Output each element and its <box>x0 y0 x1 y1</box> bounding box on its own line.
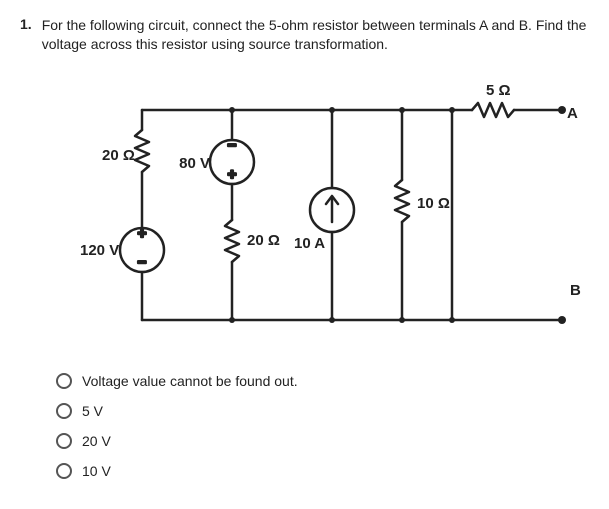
option-2[interactable]: 5 V <box>56 403 589 419</box>
svg-text:+: + <box>228 166 237 183</box>
label-v120: 120 V <box>80 242 119 259</box>
radio-icon <box>56 373 72 389</box>
option-3[interactable]: 20 V <box>56 433 589 449</box>
option-label: 20 V <box>82 433 111 449</box>
question-number: 1. <box>20 16 32 54</box>
question-text: For the following circuit, connect the 5… <box>42 16 589 54</box>
label-r20-mid: 20 Ω <box>247 232 280 249</box>
svg-text:+: + <box>138 225 147 242</box>
radio-icon <box>56 403 72 419</box>
option-label: Voltage value cannot be found out. <box>82 373 298 389</box>
option-label: 10 V <box>82 463 111 479</box>
question: 1. For the following circuit, connect th… <box>20 16 589 54</box>
answer-options: Voltage value cannot be found out. 5 V 2… <box>56 373 589 479</box>
svg-text:−: − <box>228 137 237 154</box>
option-1[interactable]: Voltage value cannot be found out. <box>56 373 589 389</box>
label-r20-left: 20 Ω <box>102 147 135 164</box>
label-terminal-b: B <box>570 282 581 299</box>
option-4[interactable]: 10 V <box>56 463 589 479</box>
label-r5: 5 Ω <box>486 82 511 99</box>
label-terminal-a: A <box>567 105 578 122</box>
radio-icon <box>56 463 72 479</box>
radio-icon <box>56 433 72 449</box>
option-label: 5 V <box>82 403 103 419</box>
label-v80: 80 V <box>179 155 210 172</box>
label-i10: 10 A <box>294 235 325 252</box>
label-r10: 10 Ω <box>417 195 450 212</box>
circuit-diagram: + − − + <box>62 70 589 353</box>
svg-text:−: − <box>138 254 147 271</box>
